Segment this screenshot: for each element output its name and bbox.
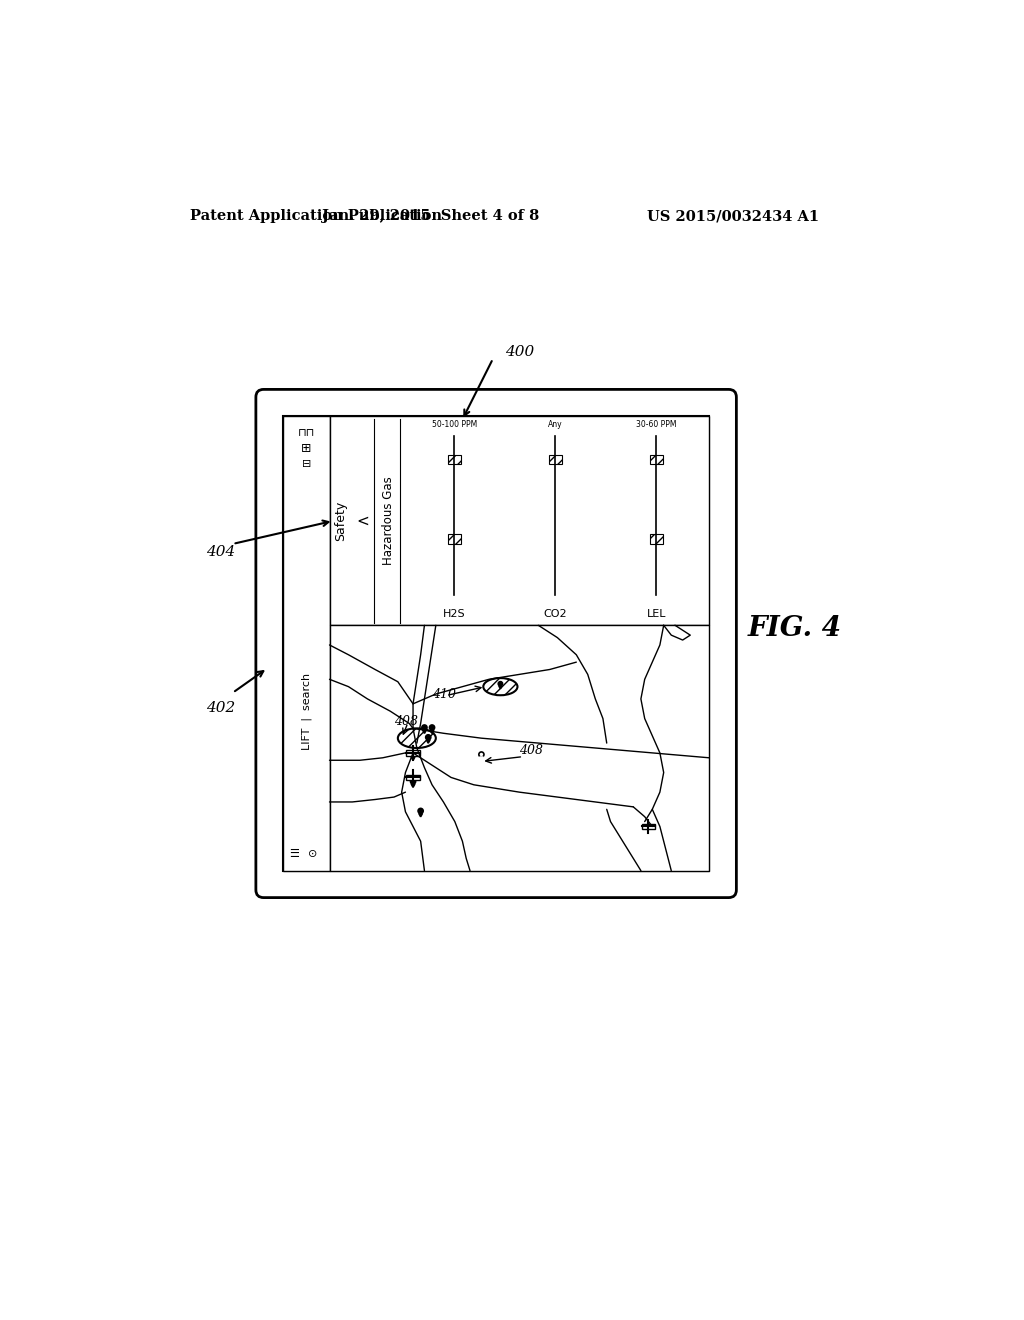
Text: Jan. 29, 2015  Sheet 4 of 8: Jan. 29, 2015 Sheet 4 of 8 xyxy=(322,209,539,223)
Text: Hazardous Gas: Hazardous Gas xyxy=(382,477,395,565)
Text: ⊞: ⊞ xyxy=(301,442,311,455)
Text: ⊓⊓: ⊓⊓ xyxy=(298,428,314,438)
Text: CO2: CO2 xyxy=(544,609,567,619)
Text: ☰: ☰ xyxy=(290,849,300,859)
Text: 30-60 PPM: 30-60 PPM xyxy=(636,421,677,429)
Bar xyxy=(330,416,710,626)
Polygon shape xyxy=(419,813,423,817)
Circle shape xyxy=(418,808,423,813)
FancyBboxPatch shape xyxy=(256,389,736,898)
Polygon shape xyxy=(412,784,415,787)
Polygon shape xyxy=(499,686,502,689)
Polygon shape xyxy=(479,758,483,760)
Text: 50-100 PPM: 50-100 PPM xyxy=(432,421,477,429)
Circle shape xyxy=(411,779,416,784)
Text: 404: 404 xyxy=(207,545,236,558)
Polygon shape xyxy=(426,741,430,743)
Ellipse shape xyxy=(483,678,517,696)
Circle shape xyxy=(479,752,484,758)
Text: 408: 408 xyxy=(519,744,544,756)
Bar xyxy=(449,455,461,465)
Text: ⊙: ⊙ xyxy=(308,849,317,859)
Bar xyxy=(283,416,710,871)
Text: H2S: H2S xyxy=(443,609,466,619)
Text: ⊟: ⊟ xyxy=(301,459,311,469)
Circle shape xyxy=(429,725,434,730)
Ellipse shape xyxy=(398,729,436,748)
Polygon shape xyxy=(412,758,415,760)
Text: Any: Any xyxy=(548,421,563,429)
Bar xyxy=(549,455,561,465)
Text: Patent Application Publication: Patent Application Publication xyxy=(190,209,442,223)
Bar xyxy=(650,535,663,544)
Polygon shape xyxy=(423,730,426,734)
Text: US 2015/0032434 A1: US 2015/0032434 A1 xyxy=(647,209,819,223)
Polygon shape xyxy=(430,730,434,734)
Text: 410: 410 xyxy=(432,688,456,701)
Bar xyxy=(449,535,461,544)
Bar xyxy=(407,775,420,780)
Bar xyxy=(330,626,710,871)
Text: LEL: LEL xyxy=(647,609,667,619)
Text: LIFT  |  search: LIFT | search xyxy=(301,673,311,750)
Bar xyxy=(641,824,655,829)
Circle shape xyxy=(422,725,427,730)
Text: FIG. 4: FIG. 4 xyxy=(748,615,842,642)
Bar xyxy=(283,416,330,871)
Circle shape xyxy=(411,752,416,758)
Text: 408: 408 xyxy=(394,714,418,727)
Bar xyxy=(650,455,663,465)
Text: <: < xyxy=(356,513,370,528)
Text: Safety: Safety xyxy=(334,500,347,541)
Bar xyxy=(407,750,420,755)
Text: 402: 402 xyxy=(207,701,236,714)
Circle shape xyxy=(426,735,431,739)
Circle shape xyxy=(499,681,503,686)
Text: 400: 400 xyxy=(505,346,534,359)
